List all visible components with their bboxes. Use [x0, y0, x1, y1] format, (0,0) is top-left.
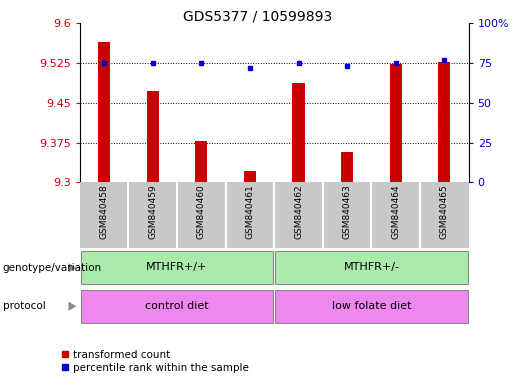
Text: protocol: protocol — [3, 301, 45, 311]
Bar — [147, 91, 159, 182]
Bar — [98, 41, 110, 182]
Text: genotype/variation: genotype/variation — [3, 263, 101, 273]
FancyBboxPatch shape — [275, 252, 468, 284]
Text: MTHFR+/+: MTHFR+/+ — [146, 262, 208, 272]
Bar — [390, 65, 402, 182]
Polygon shape — [68, 302, 76, 311]
Text: GSM840460: GSM840460 — [197, 184, 206, 239]
Bar — [293, 83, 304, 182]
Bar — [438, 62, 451, 182]
Text: MTHFR+/-: MTHFR+/- — [344, 262, 400, 272]
Text: GSM840459: GSM840459 — [148, 184, 157, 239]
Text: GSM840463: GSM840463 — [342, 184, 352, 239]
FancyBboxPatch shape — [81, 252, 273, 284]
Text: GSM840458: GSM840458 — [99, 184, 109, 239]
Text: low folate diet: low folate diet — [332, 301, 411, 311]
Text: GSM840464: GSM840464 — [391, 184, 400, 239]
Bar — [195, 141, 208, 182]
Bar — [341, 152, 353, 182]
FancyBboxPatch shape — [81, 290, 273, 323]
FancyBboxPatch shape — [275, 290, 468, 323]
Text: GDS5377 / 10599893: GDS5377 / 10599893 — [183, 10, 332, 23]
Polygon shape — [68, 263, 76, 273]
Text: GSM840461: GSM840461 — [246, 184, 254, 239]
Bar — [244, 171, 256, 182]
Legend: transformed count, percentile rank within the sample: transformed count, percentile rank withi… — [57, 346, 253, 377]
Text: GSM840462: GSM840462 — [294, 184, 303, 239]
Text: control diet: control diet — [145, 301, 209, 311]
Text: GSM840465: GSM840465 — [440, 184, 449, 239]
